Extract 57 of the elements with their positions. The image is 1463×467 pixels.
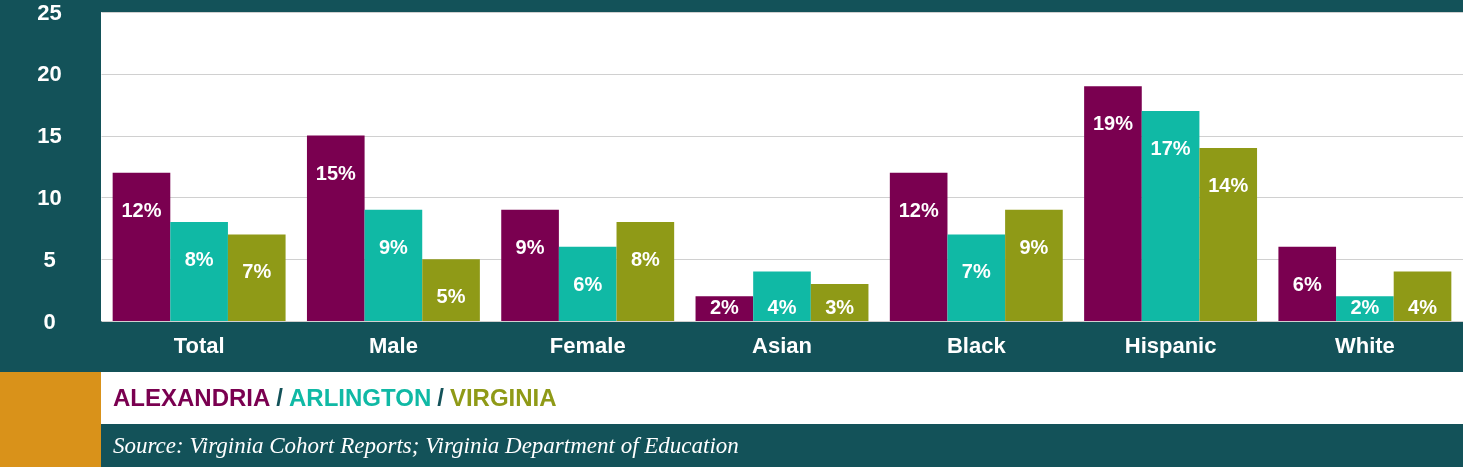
bar	[1005, 209, 1063, 321]
bar	[306, 135, 365, 321]
data-label: 12%	[898, 198, 939, 221]
bar	[558, 246, 617, 321]
data-label: 3%	[825, 296, 855, 318]
data-label: 2%	[1350, 296, 1380, 318]
data-label: 14%	[1208, 173, 1249, 196]
y-tick-label: 0	[43, 308, 56, 334]
bar	[616, 222, 675, 321]
data-label: 9%	[515, 235, 545, 258]
bar	[112, 172, 171, 321]
data-label: 6%	[573, 272, 603, 295]
text: ARLINGTON	[289, 384, 432, 412]
bar	[1084, 86, 1142, 321]
text: /	[276, 384, 284, 412]
data-label: 2%	[709, 296, 740, 318]
text: ALEXANDRIA	[113, 384, 271, 412]
y-tick-label: 25	[37, 0, 62, 25]
x-tick-label: Hispanic	[1124, 332, 1217, 358]
y-tick-label: 5	[43, 246, 56, 272]
data-label: 6%	[1292, 272, 1322, 295]
x-tick-label: Asian	[752, 332, 812, 358]
bar	[227, 234, 286, 321]
bar	[1278, 246, 1337, 321]
bar	[501, 209, 559, 321]
y-tick-label: 10	[37, 184, 62, 210]
data-label: 4%	[1408, 296, 1438, 318]
source-note: Source: Virginia Cohort Reports; Virginia Department of Education	[101, 424, 1463, 467]
data-label: 19%	[1092, 112, 1134, 135]
bar	[1199, 147, 1258, 321]
bar	[170, 222, 228, 321]
data-label: 8%	[630, 248, 661, 271]
x-tick-label: White	[1334, 332, 1395, 358]
data-label: 7%	[242, 260, 272, 283]
x-tick-label: Total	[173, 332, 225, 358]
bar	[947, 234, 1006, 321]
text: VIRGINIA	[449, 384, 557, 412]
data-label: 8%	[184, 248, 214, 271]
data-label: 9%	[378, 235, 409, 258]
x-tick-label: Male	[368, 332, 418, 358]
bar	[364, 209, 423, 321]
bar	[1141, 110, 1200, 321]
bar	[422, 259, 480, 321]
y-tick-label: 20	[37, 61, 62, 87]
x-tick-label: Female	[549, 332, 626, 358]
data-label: 4%	[767, 296, 797, 318]
y-tick-label: 15	[37, 123, 62, 149]
bar	[753, 271, 811, 321]
x-tick-label: Black	[946, 332, 1007, 358]
data-label: 15%	[315, 161, 356, 184]
text: /	[437, 384, 444, 412]
data-label: 5%	[436, 285, 466, 308]
data-label: 12%	[121, 198, 162, 221]
data-label: 9%	[1019, 235, 1049, 258]
bar	[889, 172, 948, 321]
data-label: 17%	[1150, 136, 1191, 159]
data-label: 7%	[961, 260, 991, 283]
